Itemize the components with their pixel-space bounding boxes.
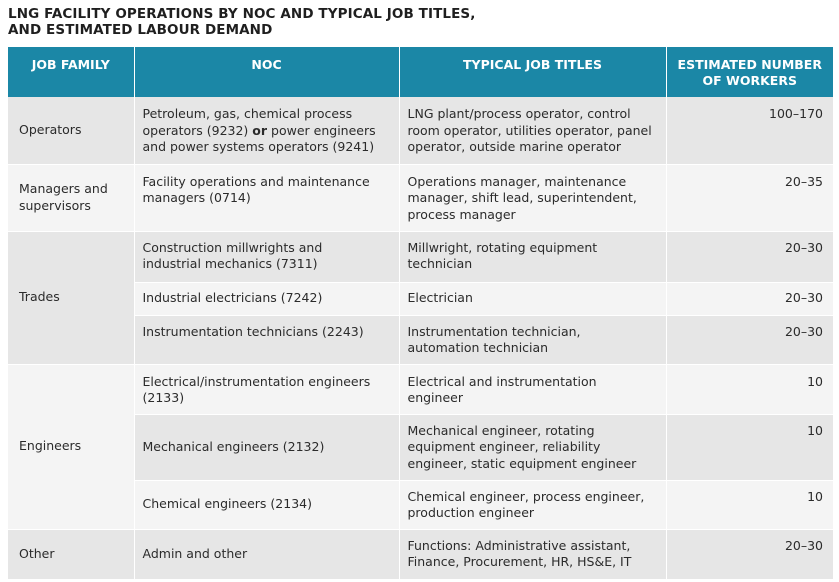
table-title-line-1: LNG FACILITY OPERATIONS BY NOC AND TYPIC… <box>8 6 476 22</box>
titles-cell: Mechanical engineer, rotating equipment … <box>399 414 667 481</box>
workers-cell: 20–30 <box>666 315 833 365</box>
noc-cell: Construction millwrights and industrial … <box>134 231 400 283</box>
table-row: Operators Petroleum, gas, chemical proce… <box>8 97 833 165</box>
family-cell: Operators <box>8 97 135 165</box>
family-cell: Trades <box>8 231 135 365</box>
workers-cell: 20–30 <box>666 231 833 283</box>
header-typical-job-titles: TYPICAL JOB TITLES <box>399 47 667 97</box>
titles-cell: Chemical engineer, process engineer, pro… <box>399 480 667 530</box>
header-noc: NOC <box>134 47 400 97</box>
family-cell: Engineers <box>8 364 135 530</box>
workers-cell: 100–170 <box>666 97 833 165</box>
table-row: Instrumentation technicians (2243) Instr… <box>8 315 833 365</box>
table-row: Chemical engineers (2134) Chemical engin… <box>8 480 833 530</box>
table-row: Engineers Electrical/instrumentation eng… <box>8 364 833 530</box>
workers-cell: 10 <box>666 364 833 415</box>
header-job-family: JOB FAMILY <box>8 47 135 97</box>
table-row: Other Admin and other Functions: Adminis… <box>8 529 833 580</box>
labour-demand-table: JOB FAMILY NOC TYPICAL JOB TITLES ESTIMA… <box>8 47 833 580</box>
noc-cell: Industrial electricians (7242) <box>134 282 400 316</box>
workers-cell: 20–30 <box>666 282 833 316</box>
titles-cell: Electrician <box>399 282 667 316</box>
table-title-line-2: AND ESTIMATED LABOUR DEMAND <box>8 22 273 38</box>
header-estimated-workers: ESTIMATED NUMBER OF WORKERS <box>666 47 833 97</box>
titles-cell: Functions: Administrative assistant, Fin… <box>399 529 667 580</box>
noc-cell: Facility operations and maintenance mana… <box>134 164 400 232</box>
workers-cell: 10 <box>666 414 833 481</box>
header-row: JOB FAMILY NOC TYPICAL JOB TITLES ESTIMA… <box>8 47 833 97</box>
noc-cell: Instrumentation technicians (2243) <box>134 315 400 365</box>
titles-cell: Electrical and instrumentation engineer <box>399 364 667 415</box>
table-row: Mechanical engineers (2132) Mechanical e… <box>8 414 833 481</box>
table-row: Managers and supervisors Facility operat… <box>8 164 833 232</box>
family-cell: Other <box>8 529 135 580</box>
titles-cell: LNG plant/process operator, control room… <box>399 97 667 165</box>
titles-cell: Operations manager, maintenance manager,… <box>399 164 667 232</box>
titles-cell: Instrumentation technician, automation t… <box>399 315 667 365</box>
workers-cell: 20–35 <box>666 164 833 232</box>
noc-cell: Mechanical engineers (2132) <box>134 414 400 481</box>
table-row: Trades Construction millwrights and indu… <box>8 231 833 365</box>
workers-cell: 20–30 <box>666 529 833 580</box>
noc-cell: Electrical/instrumentation engineers (21… <box>134 364 400 415</box>
titles-cell: Millwright, rotating equipment technicia… <box>399 231 667 283</box>
family-cell: Managers and supervisors <box>8 164 135 232</box>
noc-cell: Petroleum, gas, chemical process operato… <box>134 97 400 165</box>
noc-cell: Chemical engineers (2134) <box>134 480 400 530</box>
table-row: Industrial electricians (7242) Electrici… <box>8 282 833 316</box>
table-title: LNG FACILITY OPERATIONS BY NOC AND TYPIC… <box>8 6 828 38</box>
noc-cell: Admin and other <box>134 529 400 580</box>
workers-cell: 10 <box>666 480 833 530</box>
